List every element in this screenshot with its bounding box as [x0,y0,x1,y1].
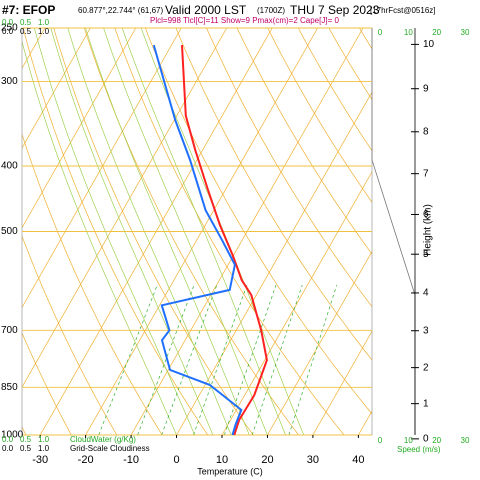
dry-adiabat [359,28,372,50]
height-axis-label: Height (km) [423,204,434,256]
isotherm [312,330,372,435]
cloudiness-tick: 0.5 [20,27,32,36]
speed-tick-label: 30 [461,28,470,37]
mixing-ratio-line [137,284,195,435]
dry-adiabat [267,28,372,203]
cloud-water-tick: 0.5 [20,435,32,444]
cloud-water-tick: 0.0 [2,18,14,27]
height-tick-label: 5 [423,249,429,260]
speed-axis-label: Speed (m/s) [397,445,441,454]
cloudiness-tick: 1.0 [38,27,50,36]
coords: 60.877°,22.744° (61,67) [78,6,163,15]
y-tick-label: 400 [1,161,18,172]
x-tick-label: 30 [307,454,319,466]
x-tick-label: 10 [216,454,228,466]
height-tick-label: 0 [423,434,429,445]
height-tick-label: 10 [423,39,435,50]
height-tick-label: 7 [423,168,429,179]
dry-adiabat [22,332,72,435]
mixing-ratio-line [288,284,338,435]
mixing-ratio-line [161,284,218,435]
cloudiness-tick: 0.5 [20,444,32,453]
y-tick-label: 250 [1,23,18,34]
station: #7: EFOP [2,3,55,17]
speed-tick-label: 20 [432,28,441,37]
height-tick-label: 3 [423,325,429,336]
utc-time: (1700Z) [257,6,285,15]
dry-adiabat [390,28,480,435]
y-tick-label: 700 [1,325,18,336]
height-tick-label: 6 [423,209,429,220]
cloudiness-tick: 1.0 [38,444,50,453]
height-tick-label: 9 [423,83,429,94]
height-tick-label: 2 [423,362,429,373]
dry-adiabat [328,28,372,101]
dry-adiabat [22,235,118,435]
cloud-water-tick: 0.0 [2,435,14,444]
height-tick-label: 1 [423,398,429,409]
cloudiness-tick: 0.0 [2,444,14,453]
x-tick-label: 0 [173,454,179,466]
profile-line [152,44,243,436]
mixing-ratio-line [193,284,248,435]
profile-line [181,45,268,436]
subtitle: Plcl=998 Tlcl[C]=11 Show=9 Pmax(cm)=2 Ca… [150,16,339,25]
speed-tick-label: 20 [432,436,441,445]
cloud-water-tick: 1.0 [38,435,50,444]
cloudiness-label: Grid-Scale Cloudiness [70,444,150,453]
date: THU 7 Sep 2023 [290,3,380,17]
speed-tick-label: 10 [404,28,413,37]
x-tick-label: 20 [261,454,273,466]
speed-tick-label: 0 [378,28,383,37]
isotherm [22,28,137,229]
mixing-ratio-line [251,284,303,435]
isotherm [22,28,91,149]
x-tick-label: 40 [352,454,364,466]
y-tick-label: 850 [1,382,18,393]
x-tick-label: -30 [32,454,48,466]
y-tick-label: 1000 [1,430,24,441]
x-tick-label: -10 [123,454,139,466]
height-tick-label: 4 [423,288,429,299]
cloud-water-tick: 1.0 [38,18,50,27]
isotherm [267,250,372,435]
speed-tick-label: 30 [461,436,470,445]
height-tick-label: 8 [423,126,429,137]
mixing-ratio-line [223,284,277,435]
barb-panel-outline [371,28,416,435]
cloudiness-tick: 0.0 [2,27,14,36]
x-axis-label: Temperature (C) [197,466,263,476]
cloud-water-label: CloudWater (g/Kg) [70,435,136,444]
speed-tick-label: 0 [378,436,383,445]
x-tick-label: -20 [78,454,94,466]
y-tick-label: 500 [1,226,18,237]
cloud-water-tick: 0.5 [20,18,32,27]
mixing-ratio-line [98,284,158,435]
forecast: [17hrFcst@0516z] [370,6,435,15]
speed-tick-label: 10 [404,436,413,445]
valid-time: Valid 2000 LST [165,3,247,17]
isotherm [358,410,372,435]
dry-adiabat [451,28,480,435]
dry-adiabat [297,28,372,152]
y-tick-label: 300 [1,76,18,87]
